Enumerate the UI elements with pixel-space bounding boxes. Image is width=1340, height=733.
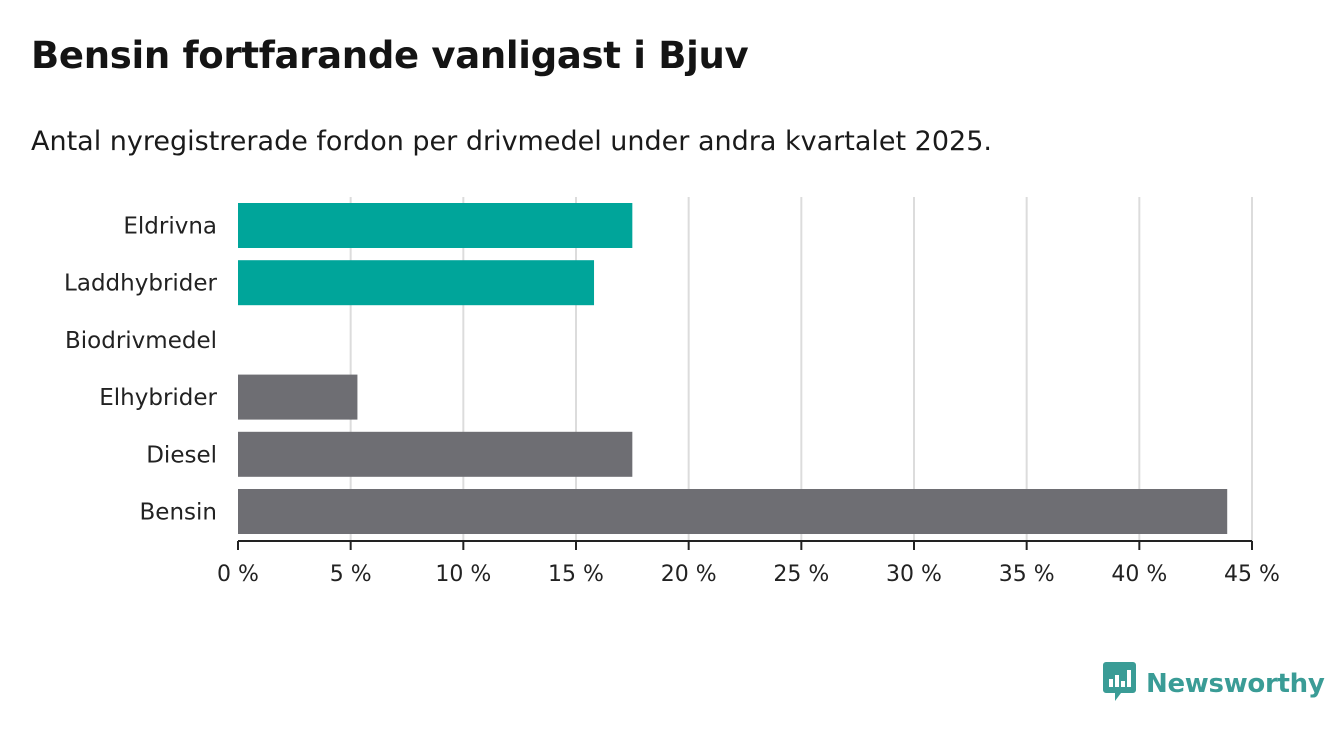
bar-laddhybrider — [238, 260, 595, 306]
x-tick-label: 20 % — [661, 562, 717, 587]
brand-name: Newsworthy — [1146, 669, 1325, 699]
category-label: Laddhybrider — [64, 271, 217, 297]
brand-logo: Newsworthy — [1103, 662, 1325, 706]
x-tick-label: 25 % — [773, 562, 829, 587]
category-label: Diesel — [146, 442, 217, 468]
x-tick-label: 45 % — [1224, 562, 1280, 587]
x-tick-label: 15 % — [548, 562, 604, 587]
newsworthy-logo-icon — [1103, 662, 1136, 706]
bar-eldrivna — [238, 203, 633, 248]
x-axis: 0 % 5 % 10 % 15 % 20 % 25 % 30 % 35 % 40 % 45 % — [217, 540, 1280, 587]
x-tick-label: 10 % — [435, 562, 491, 587]
x-tick-label: 5 % — [330, 562, 372, 587]
x-tick-label: 40 % — [1111, 562, 1167, 587]
category-label: Biodrivmedel — [65, 328, 217, 354]
bar-diesel — [238, 431, 633, 477]
category-labels: Eldrivna Laddhybrider Biodrivmedel Elhybrid… — [64, 214, 217, 526]
x-tick-label: 0 % — [217, 562, 259, 587]
bar-elhybrider — [238, 374, 358, 420]
gridlines — [349, 197, 1253, 541]
bars — [238, 203, 1228, 534]
chart-subtitle: Antal nyregistrerade fordon per drivmede… — [31, 126, 992, 157]
category-label: Eldrivna — [123, 214, 217, 240]
bar-bensin — [238, 489, 1228, 534]
category-label: Elhybrider — [99, 385, 217, 411]
x-tick-label: 30 % — [886, 562, 942, 587]
category-label: Bensin — [140, 500, 217, 526]
x-tick-label: 35 % — [999, 562, 1055, 587]
chart-title: Bensin fortfarande vanligast i Bjuv — [31, 34, 749, 77]
